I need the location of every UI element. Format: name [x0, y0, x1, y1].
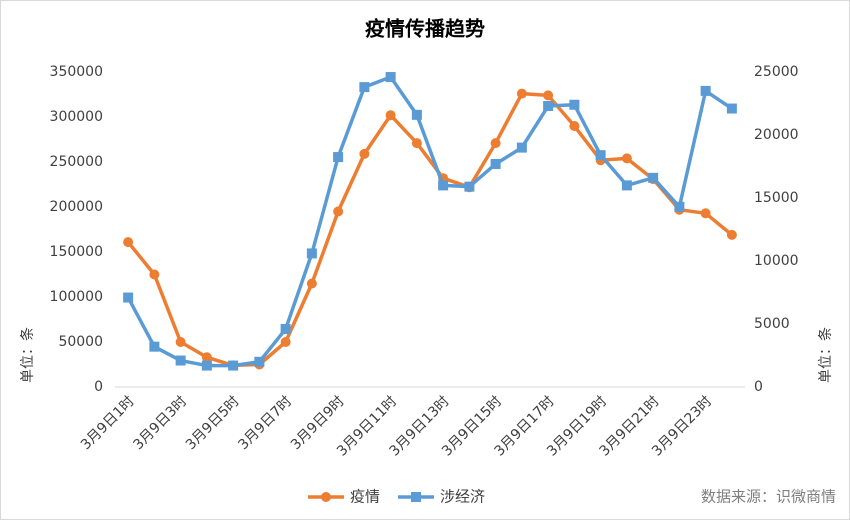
marker [464, 181, 475, 192]
marker [411, 138, 422, 149]
marker [674, 201, 685, 212]
y-tick-label: 50000 [58, 334, 103, 350]
marker [385, 110, 396, 121]
marker [254, 356, 265, 367]
marker [438, 180, 449, 191]
marker [333, 152, 344, 163]
marker [123, 292, 134, 303]
source-note: 数据来源：识微商情 [701, 488, 836, 506]
marker [175, 337, 186, 347]
y2-tick-label: 10000 [754, 253, 799, 269]
y-tick-label: 350000 [50, 64, 103, 80]
marker [359, 82, 370, 93]
marker [569, 121, 580, 131]
marker [385, 72, 396, 83]
marker [490, 138, 501, 149]
marker [411, 109, 422, 120]
marker [648, 172, 659, 183]
y-tick-label: 100000 [50, 289, 103, 305]
marker [149, 341, 160, 352]
y2-tick-label: 0 [754, 379, 763, 395]
marker [543, 101, 554, 112]
marker [280, 324, 291, 335]
y-tick-label: 250000 [50, 154, 103, 170]
marker [359, 148, 370, 159]
marker [201, 352, 212, 363]
marker [700, 208, 711, 219]
marker [700, 85, 711, 96]
marker [149, 269, 160, 280]
y-tick-label: 0 [94, 379, 103, 395]
marker [595, 150, 606, 161]
legend-marker [321, 492, 331, 502]
marker [621, 153, 632, 164]
marker [306, 278, 317, 289]
marker [569, 99, 580, 110]
marker [123, 237, 134, 248]
y2-axis-label: 单位：条 [817, 327, 834, 383]
marker [175, 355, 186, 366]
legend-marker [411, 492, 422, 502]
marker [621, 180, 632, 191]
marker [306, 248, 317, 259]
y2-tick-label: 25000 [754, 64, 799, 80]
legend-label: 疫情 [350, 488, 380, 506]
y-tick-label: 200000 [50, 199, 103, 215]
y-tick-label: 300000 [50, 109, 103, 125]
y2-tick-label: 5000 [754, 316, 790, 332]
marker [543, 90, 554, 101]
chart-title: 疫情传播趋势 [365, 17, 485, 41]
y-axis-label: 单位：条 [19, 327, 36, 383]
marker [333, 206, 344, 217]
marker [516, 88, 527, 99]
y-tick-label: 150000 [50, 244, 103, 260]
marker [726, 103, 737, 114]
marker [516, 142, 527, 153]
y2-tick-label: 20000 [754, 127, 799, 143]
marker [490, 158, 501, 169]
marker [280, 337, 291, 347]
marker [228, 360, 239, 371]
y2-tick-label: 15000 [754, 190, 799, 206]
marker [726, 229, 737, 240]
legend-label: 涉经济 [440, 488, 485, 506]
marker [201, 360, 212, 371]
